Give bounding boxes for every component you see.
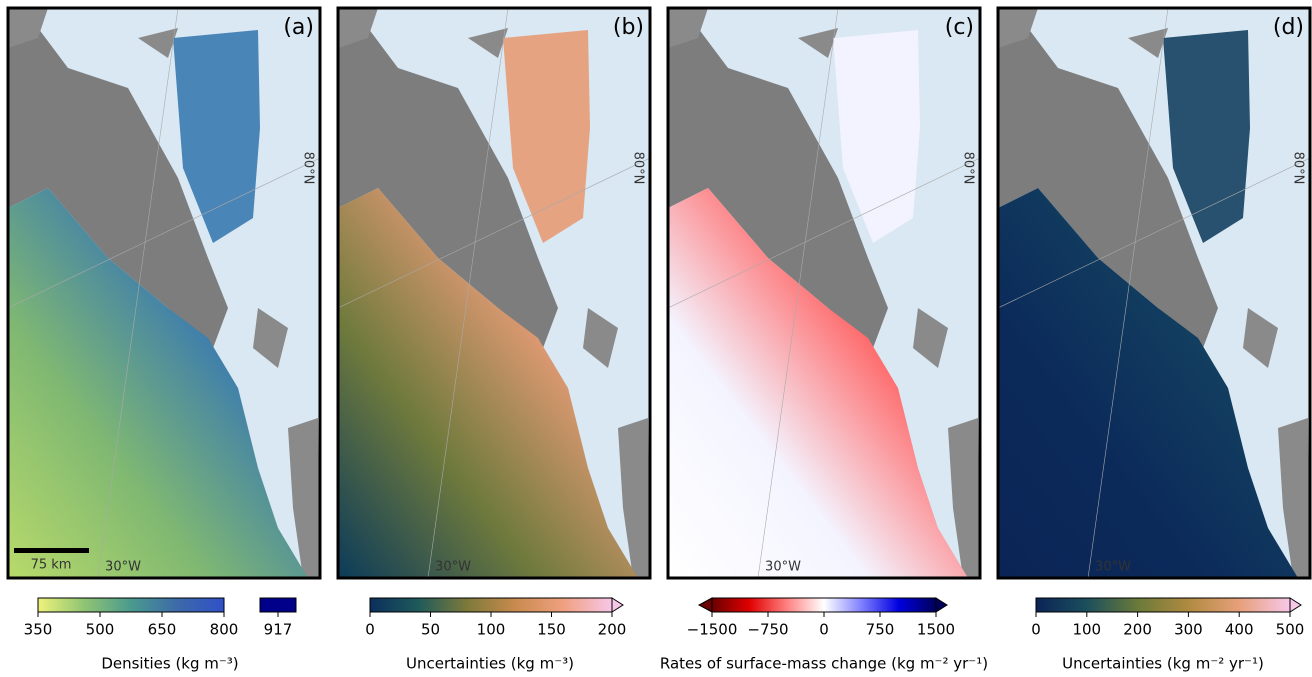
colorbar-extend bbox=[697, 597, 713, 613]
graticule bbox=[8, 157, 320, 309]
latitude-label: 80°N bbox=[1291, 152, 1306, 185]
tick-label: 50 bbox=[421, 621, 440, 639]
map-panel: (c) 80°N 30°W bbox=[666, 6, 982, 580]
panel-frame bbox=[666, 6, 982, 580]
land bbox=[798, 28, 838, 58]
land bbox=[338, 8, 378, 48]
colorbar-extend bbox=[935, 597, 948, 613]
tick-label: 200 bbox=[1123, 621, 1152, 639]
graticule bbox=[427, 8, 509, 578]
colorbar-extend bbox=[1289, 597, 1302, 613]
tick-label: 800 bbox=[210, 621, 239, 639]
colorbar-title: Uncertainties (kg m⁻³) bbox=[406, 655, 574, 673]
tick-label: 0 bbox=[365, 621, 375, 639]
colorbar-fill bbox=[711, 597, 937, 613]
data-field bbox=[338, 188, 638, 578]
tick-label: 1500 bbox=[917, 621, 955, 639]
land bbox=[338, 28, 558, 348]
colorbar-title: Rates of surface-mass change (kg m⁻² yr⁻… bbox=[660, 655, 988, 673]
land bbox=[998, 8, 1038, 48]
map-panel: (b) 80°N 30°W bbox=[336, 6, 652, 580]
data-field bbox=[1163, 30, 1250, 243]
colorbar-title: Densities (kg m⁻³) bbox=[101, 655, 238, 673]
graticule bbox=[998, 157, 1310, 309]
land bbox=[998, 28, 1218, 348]
tick-label: 150 bbox=[537, 621, 566, 639]
tick-label: 917 bbox=[264, 621, 293, 639]
tick-label: 350 bbox=[24, 621, 53, 639]
panel-label: (a) bbox=[283, 15, 314, 40]
graticule bbox=[97, 8, 179, 578]
data-field bbox=[833, 30, 920, 243]
longitude-label: 30°W bbox=[1095, 560, 1131, 575]
land bbox=[288, 418, 320, 578]
panel-label: (b) bbox=[613, 15, 644, 40]
data-field bbox=[998, 188, 1298, 578]
latitude-label: 80°N bbox=[961, 152, 976, 185]
longitude-label: 30°W bbox=[105, 560, 141, 575]
land bbox=[668, 28, 888, 348]
colorbar-box bbox=[259, 597, 297, 613]
land bbox=[668, 8, 708, 48]
tick-label: 650 bbox=[148, 621, 177, 639]
panel-frame bbox=[336, 6, 652, 580]
land bbox=[468, 28, 508, 58]
tick-label: 200 bbox=[598, 621, 627, 639]
colorbar-fill bbox=[369, 597, 613, 613]
tick-label: 500 bbox=[1276, 621, 1305, 639]
tick-label: 500 bbox=[86, 621, 115, 639]
tick-label: 400 bbox=[1225, 621, 1254, 639]
land bbox=[618, 418, 650, 578]
land bbox=[913, 308, 948, 368]
data-field bbox=[8, 188, 308, 578]
panel-frame bbox=[6, 6, 322, 580]
tick-label: −750 bbox=[747, 621, 788, 639]
graticule bbox=[668, 157, 980, 309]
land bbox=[948, 418, 980, 578]
latitude-label: 80°N bbox=[631, 152, 646, 185]
tick-label: 0 bbox=[819, 621, 829, 639]
colorbar-fill bbox=[1035, 597, 1291, 613]
data-field bbox=[173, 30, 260, 243]
tick-label: 300 bbox=[1174, 621, 1203, 639]
longitude-label: 30°W bbox=[765, 560, 801, 575]
data-field bbox=[668, 188, 968, 578]
scale-bar-label: 75 km bbox=[31, 558, 72, 573]
panel-frame bbox=[996, 6, 1312, 580]
panel-label: (d) bbox=[1273, 15, 1304, 40]
tick-label: 750 bbox=[866, 621, 895, 639]
land bbox=[8, 8, 48, 48]
colorbar: 0 50 100 150 200 Uncertainties (kg m⁻³) bbox=[365, 597, 627, 673]
tick-label: 100 bbox=[1072, 621, 1101, 639]
map-panel: (a) 80°N 30°W 75 km bbox=[6, 6, 322, 580]
land bbox=[1278, 418, 1310, 578]
land bbox=[583, 308, 618, 368]
land bbox=[253, 308, 288, 368]
longitude-label: 30°W bbox=[435, 560, 471, 575]
colorbar: 0 100 200 300 400 500 Uncertainties (kg m⁻² yr… bbox=[1031, 597, 1305, 673]
colorbar: 350 500 650 800 917 Densities (kg m⁻³) bbox=[24, 597, 297, 673]
land bbox=[8, 28, 228, 348]
map-panel: (d) 80°N 30°W bbox=[996, 6, 1312, 580]
colorbar: −1500 −750 0 750 1500 Rates of surface-mass c… bbox=[660, 597, 988, 673]
land bbox=[138, 28, 178, 58]
tick-label: −1500 bbox=[687, 621, 738, 639]
graticule bbox=[757, 8, 839, 578]
graticule bbox=[338, 157, 650, 309]
latitude-label: 80°N bbox=[301, 152, 316, 185]
data-field bbox=[503, 30, 590, 243]
land bbox=[1128, 28, 1168, 58]
land bbox=[1243, 308, 1278, 368]
colorbar-extend bbox=[611, 597, 624, 613]
graticule bbox=[1087, 8, 1169, 578]
scale-bar bbox=[14, 548, 89, 553]
tick-label: 100 bbox=[477, 621, 506, 639]
colorbar-title: Uncertainties (kg m⁻² yr⁻¹) bbox=[1062, 655, 1264, 673]
tick-label: 0 bbox=[1031, 621, 1041, 639]
colorbar-fill bbox=[37, 597, 225, 613]
panel-label: (c) bbox=[945, 15, 974, 40]
